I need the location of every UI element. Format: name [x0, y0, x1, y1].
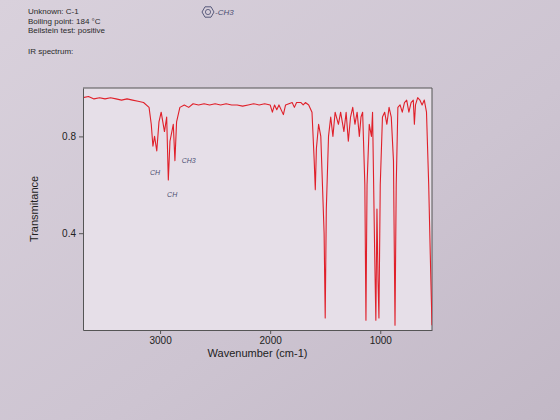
- x-tick: 1000: [370, 330, 393, 346]
- paper: [0, 0, 560, 420]
- x-tick-mark: [380, 330, 381, 334]
- header-line: Unknown: C-1: [28, 7, 79, 16]
- x-tick: 3000: [149, 330, 172, 346]
- x-tick-label: 2000: [260, 335, 283, 346]
- x-axis-title: Wavenumber (cm-1): [208, 347, 308, 359]
- plot-background: [83, 88, 432, 330]
- benzene-ring-inner: [205, 9, 210, 14]
- structure-note: -CH3: [215, 8, 234, 17]
- x-tick-mark: [160, 330, 161, 334]
- annotation: CH: [167, 191, 178, 198]
- y-tick-label: 0.4: [62, 228, 76, 239]
- x-tick-label: 1000: [370, 335, 393, 346]
- y-tick: 0.4: [62, 228, 83, 239]
- x-axis-line: [84, 330, 433, 331]
- benzene-ring: [202, 7, 214, 17]
- annotation: CH3: [182, 157, 196, 164]
- x-axis: 3000 2000 1000: [84, 330, 433, 346]
- y-axis-title: Transmitance: [28, 176, 40, 242]
- spectrum-line: [83, 96, 432, 325]
- x-tick: 2000: [260, 330, 283, 346]
- y-tick-label: 0.8: [62, 131, 76, 142]
- chart: Unknown: C-1Boiling point: 184 °CBeilste…: [0, 0, 560, 420]
- y-tick: 0.8: [62, 131, 83, 142]
- x-tick-mark: [270, 330, 271, 334]
- y-axis: 0.4 0.8: [62, 89, 83, 331]
- frame-top: [83, 88, 432, 89]
- y-tick-mark: [79, 136, 83, 137]
- title: IR spectrum:: [28, 47, 73, 56]
- header-line: Boiling point: 184 °C: [28, 17, 101, 26]
- annotation: CH: [150, 169, 161, 176]
- plot-area: [83, 96, 432, 325]
- y-tick-mark: [79, 233, 83, 234]
- header-line: Beilstein test: positive: [28, 26, 105, 35]
- x-tick-label: 3000: [149, 335, 172, 346]
- y-axis-line: [83, 89, 84, 331]
